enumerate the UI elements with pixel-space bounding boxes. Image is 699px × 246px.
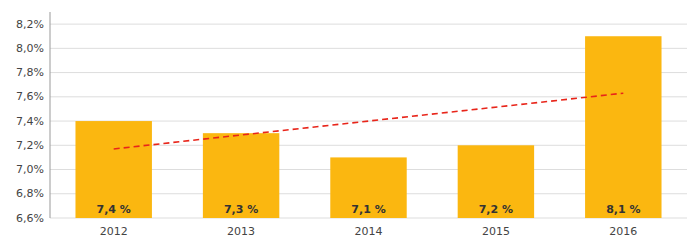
y-axis-line [50,12,51,218]
chart: 6,6% 6,8% 7,0% 7,2% 7,4% 7,6% 7,8% 8,0% 8,2% 7,4 … [0,0,699,246]
trend-line [114,93,624,149]
bar [75,121,151,218]
x-axis: 2012 2013 2014 2015 2016 [100,225,638,238]
bar [585,36,661,218]
data-label: 7,4 % [97,203,131,216]
grid-line [50,24,687,25]
data-label: 8,1 % [606,203,640,216]
bar [203,133,279,218]
y-tick-label: 7,6% [16,90,44,103]
y-tick-label: 8,2% [16,18,44,31]
grid [50,24,687,218]
x-tick-label: 2015 [482,225,510,238]
data-label: 7,3 % [224,203,258,216]
x-tick-label: 2012 [100,225,128,238]
data-label: 7,1 % [351,203,385,216]
x-tick-label: 2013 [227,225,255,238]
y-tick-label: 8,0% [16,42,44,55]
plot-area [75,36,661,218]
y-tick-label: 7,8% [16,66,44,79]
data-label: 7,2 % [479,203,513,216]
y-tick-label: 6,6% [16,212,44,225]
bar [458,145,534,218]
x-tick-label: 2016 [609,225,637,238]
x-tick-label: 2014 [355,225,383,238]
bar [330,157,406,218]
y-tick-label: 7,2% [16,139,44,152]
data-labels: 7,4 % 7,3 % 7,1 % 7,2 % 8,1 % [97,203,641,216]
y-axis: 6,6% 6,8% 7,0% 7,2% 7,4% 7,6% 7,8% 8,0% 8,2% [16,12,50,225]
y-tick-label: 6,8% [16,187,44,200]
y-tick-label: 7,0% [16,163,44,176]
y-tick-label: 7,4% [16,115,44,128]
